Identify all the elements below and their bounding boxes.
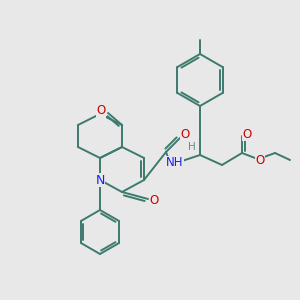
Text: H: H: [188, 142, 196, 152]
Text: NH: NH: [166, 157, 184, 169]
Text: O: O: [149, 194, 159, 206]
Text: O: O: [242, 128, 252, 140]
Text: N: N: [95, 173, 105, 187]
Text: O: O: [255, 154, 265, 166]
Text: O: O: [96, 104, 106, 118]
Text: O: O: [180, 128, 190, 142]
